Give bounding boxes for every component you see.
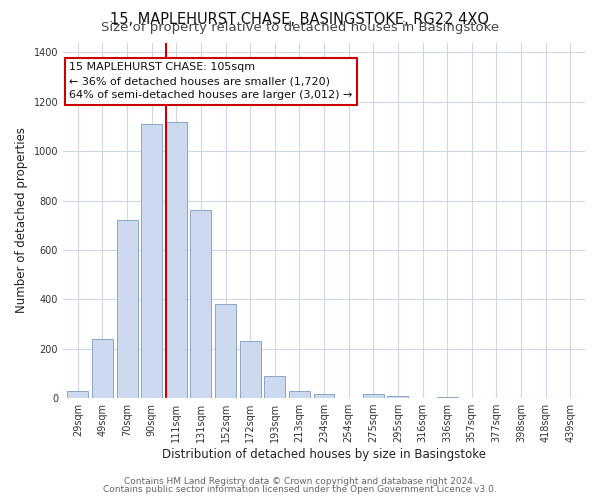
Bar: [314, 394, 334, 398]
X-axis label: Distribution of detached houses by size in Basingstoke: Distribution of detached houses by size …: [162, 448, 486, 461]
Y-axis label: Number of detached properties: Number of detached properties: [15, 128, 28, 314]
Bar: [67, 390, 88, 398]
Bar: [363, 394, 384, 398]
Bar: [141, 124, 162, 398]
Text: 15, MAPLEHURST CHASE, BASINGSTOKE, RG22 4XQ: 15, MAPLEHURST CHASE, BASINGSTOKE, RG22 …: [110, 12, 490, 26]
Text: Contains HM Land Registry data © Crown copyright and database right 2024.: Contains HM Land Registry data © Crown c…: [124, 477, 476, 486]
Text: 15 MAPLEHURST CHASE: 105sqm
← 36% of detached houses are smaller (1,720)
64% of : 15 MAPLEHURST CHASE: 105sqm ← 36% of det…: [69, 62, 353, 100]
Bar: [265, 376, 285, 398]
Bar: [116, 220, 137, 398]
Bar: [190, 210, 211, 398]
Text: Contains public sector information licensed under the Open Government Licence v3: Contains public sector information licen…: [103, 485, 497, 494]
Bar: [215, 304, 236, 398]
Text: Size of property relative to detached houses in Basingstoke: Size of property relative to detached ho…: [101, 21, 499, 34]
Bar: [289, 391, 310, 398]
Bar: [166, 122, 187, 398]
Bar: [388, 396, 409, 398]
Bar: [239, 342, 260, 398]
Bar: [92, 339, 113, 398]
